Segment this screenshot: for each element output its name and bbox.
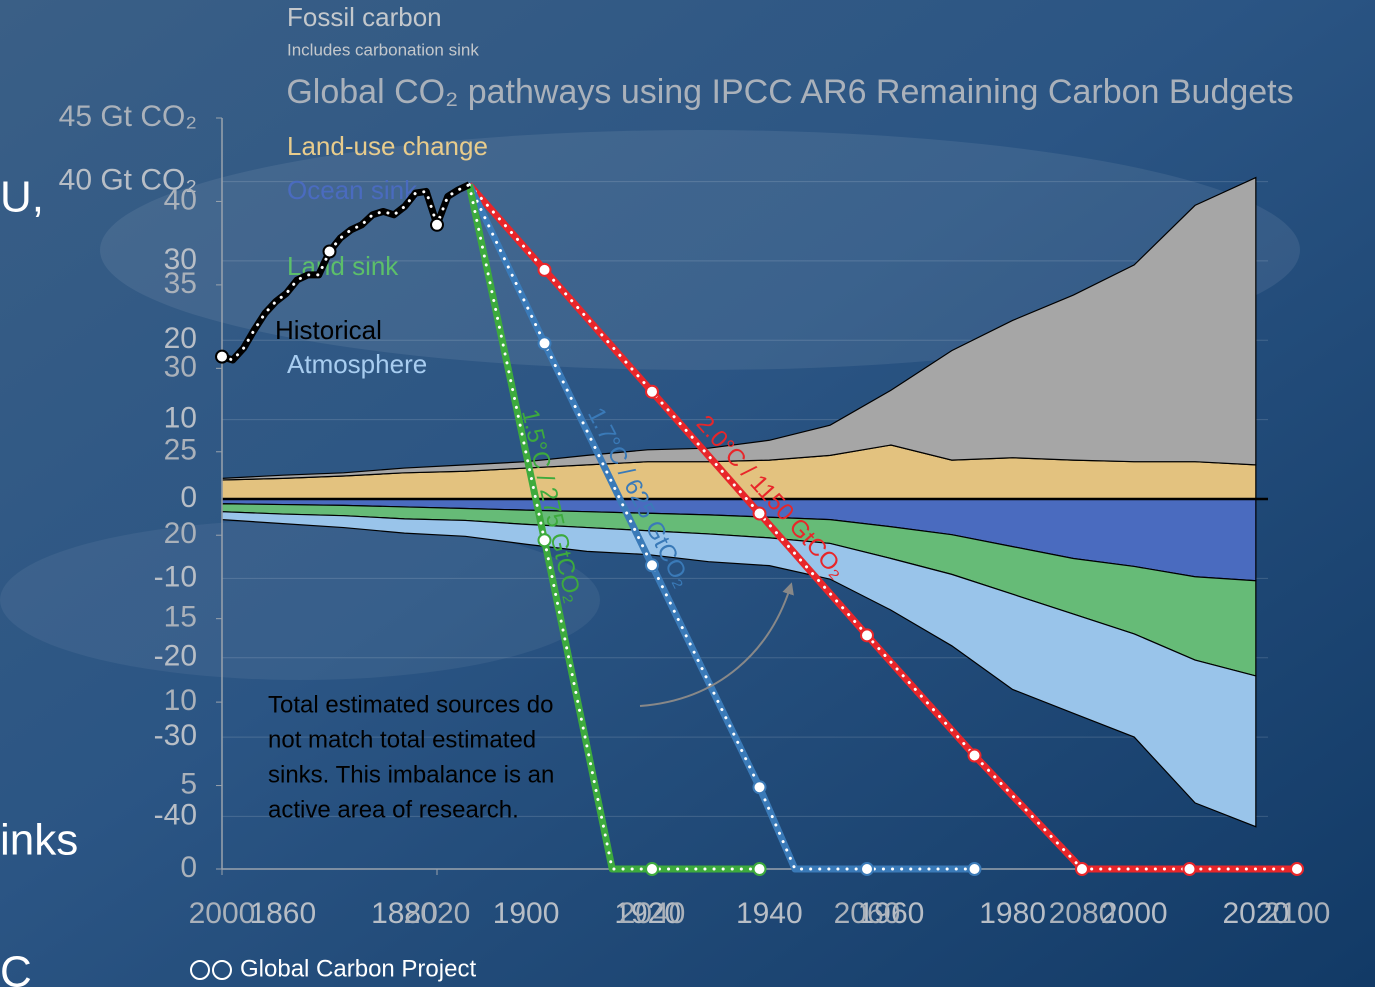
chart-title: Global CO₂ pathways using IPCC AR6 Remai… [286,73,1293,111]
point [645,558,659,573]
y-tick-label: 45 Gt CO₂ [59,100,197,133]
cloud [0,520,600,680]
slide-fragment: U, [0,173,44,222]
point [752,862,767,876]
x-tick-label: 1900 [493,897,560,930]
x-tick-label: 2080 [1049,897,1116,930]
subtitle: Includes carbonation sink [287,40,479,59]
y-tick-label: 20 [164,322,197,355]
footer: Global Carbon Project [240,955,476,982]
point [752,506,767,521]
y-tick-label: 0 [180,851,197,884]
series-label: Historical [275,315,382,345]
cc-icon [212,960,232,980]
y-tick-label: 35 [164,267,197,300]
y-tick-label: -10 [154,560,197,593]
point [860,862,874,876]
x-tick-label: 1880 [371,897,438,930]
y-tick-label: 40 Gt CO₂ [59,164,197,197]
point [1182,862,1197,876]
y-tick-label: 40 [164,183,197,216]
x-tick-label: 2020 [1222,897,1289,930]
point [322,244,337,259]
y-tick-label: -40 [154,798,197,831]
annotation: not match total estimated [268,726,536,753]
point [860,628,874,643]
point [537,533,552,548]
y-tick-label: -30 [154,719,197,752]
slide-fragment: inks [0,816,78,865]
y-tick-label: 5 [180,767,197,800]
annotation: active area of research. [268,796,519,823]
point [1075,862,1089,876]
x-tick-label: 2000 [1101,897,1168,930]
y-tick-label: 25 [164,434,197,467]
point [967,748,982,763]
x-tick-label: 1960 [858,897,925,930]
x-tick-label: 2020 [404,897,471,930]
legend-label: Ocean sink [287,175,418,205]
point [537,262,552,277]
point [215,349,229,364]
area [221,511,1257,828]
point [967,862,982,876]
y-tick-label: 30 [164,350,197,383]
point [1290,862,1304,876]
y-tick-label: 30 [164,243,197,276]
line-dots [220,183,471,362]
annotation: sinks. This imbalance is an [268,761,554,788]
slide-fragment: C [0,948,32,987]
x-tick-label: 2040 [619,897,686,930]
x-tick-label: 1940 [736,897,803,930]
point [645,862,659,876]
x-tick-label: 2100 [1264,897,1331,930]
annotation-arrow [639,582,794,707]
y-tick-label: 20 [164,517,197,550]
x-tick-label: 1920 [614,897,681,930]
point [752,780,767,795]
legend-label: Land-use change [287,131,488,161]
legend-label: Atmosphere [287,349,427,379]
y-tick-label: 15 [164,601,197,634]
y-tick-label: 0 [180,481,197,514]
y-tick-label: 10 [164,684,197,717]
cc-icon [190,960,210,980]
y-tick-label: -20 [154,640,197,673]
legend-label: Fossil carbon [287,2,442,32]
x-tick-label: 1860 [249,897,316,930]
y-tick-label: 10 [164,402,197,435]
x-tick-label: 2060 [834,897,901,930]
cloud [100,130,1300,370]
point [537,336,552,351]
x-tick-label: 1980 [979,897,1046,930]
annotation: Total estimated sources do [268,691,553,718]
line-dots [467,183,761,871]
x-tick-label: 2000 [189,897,256,930]
point [430,217,444,232]
point [645,384,659,399]
